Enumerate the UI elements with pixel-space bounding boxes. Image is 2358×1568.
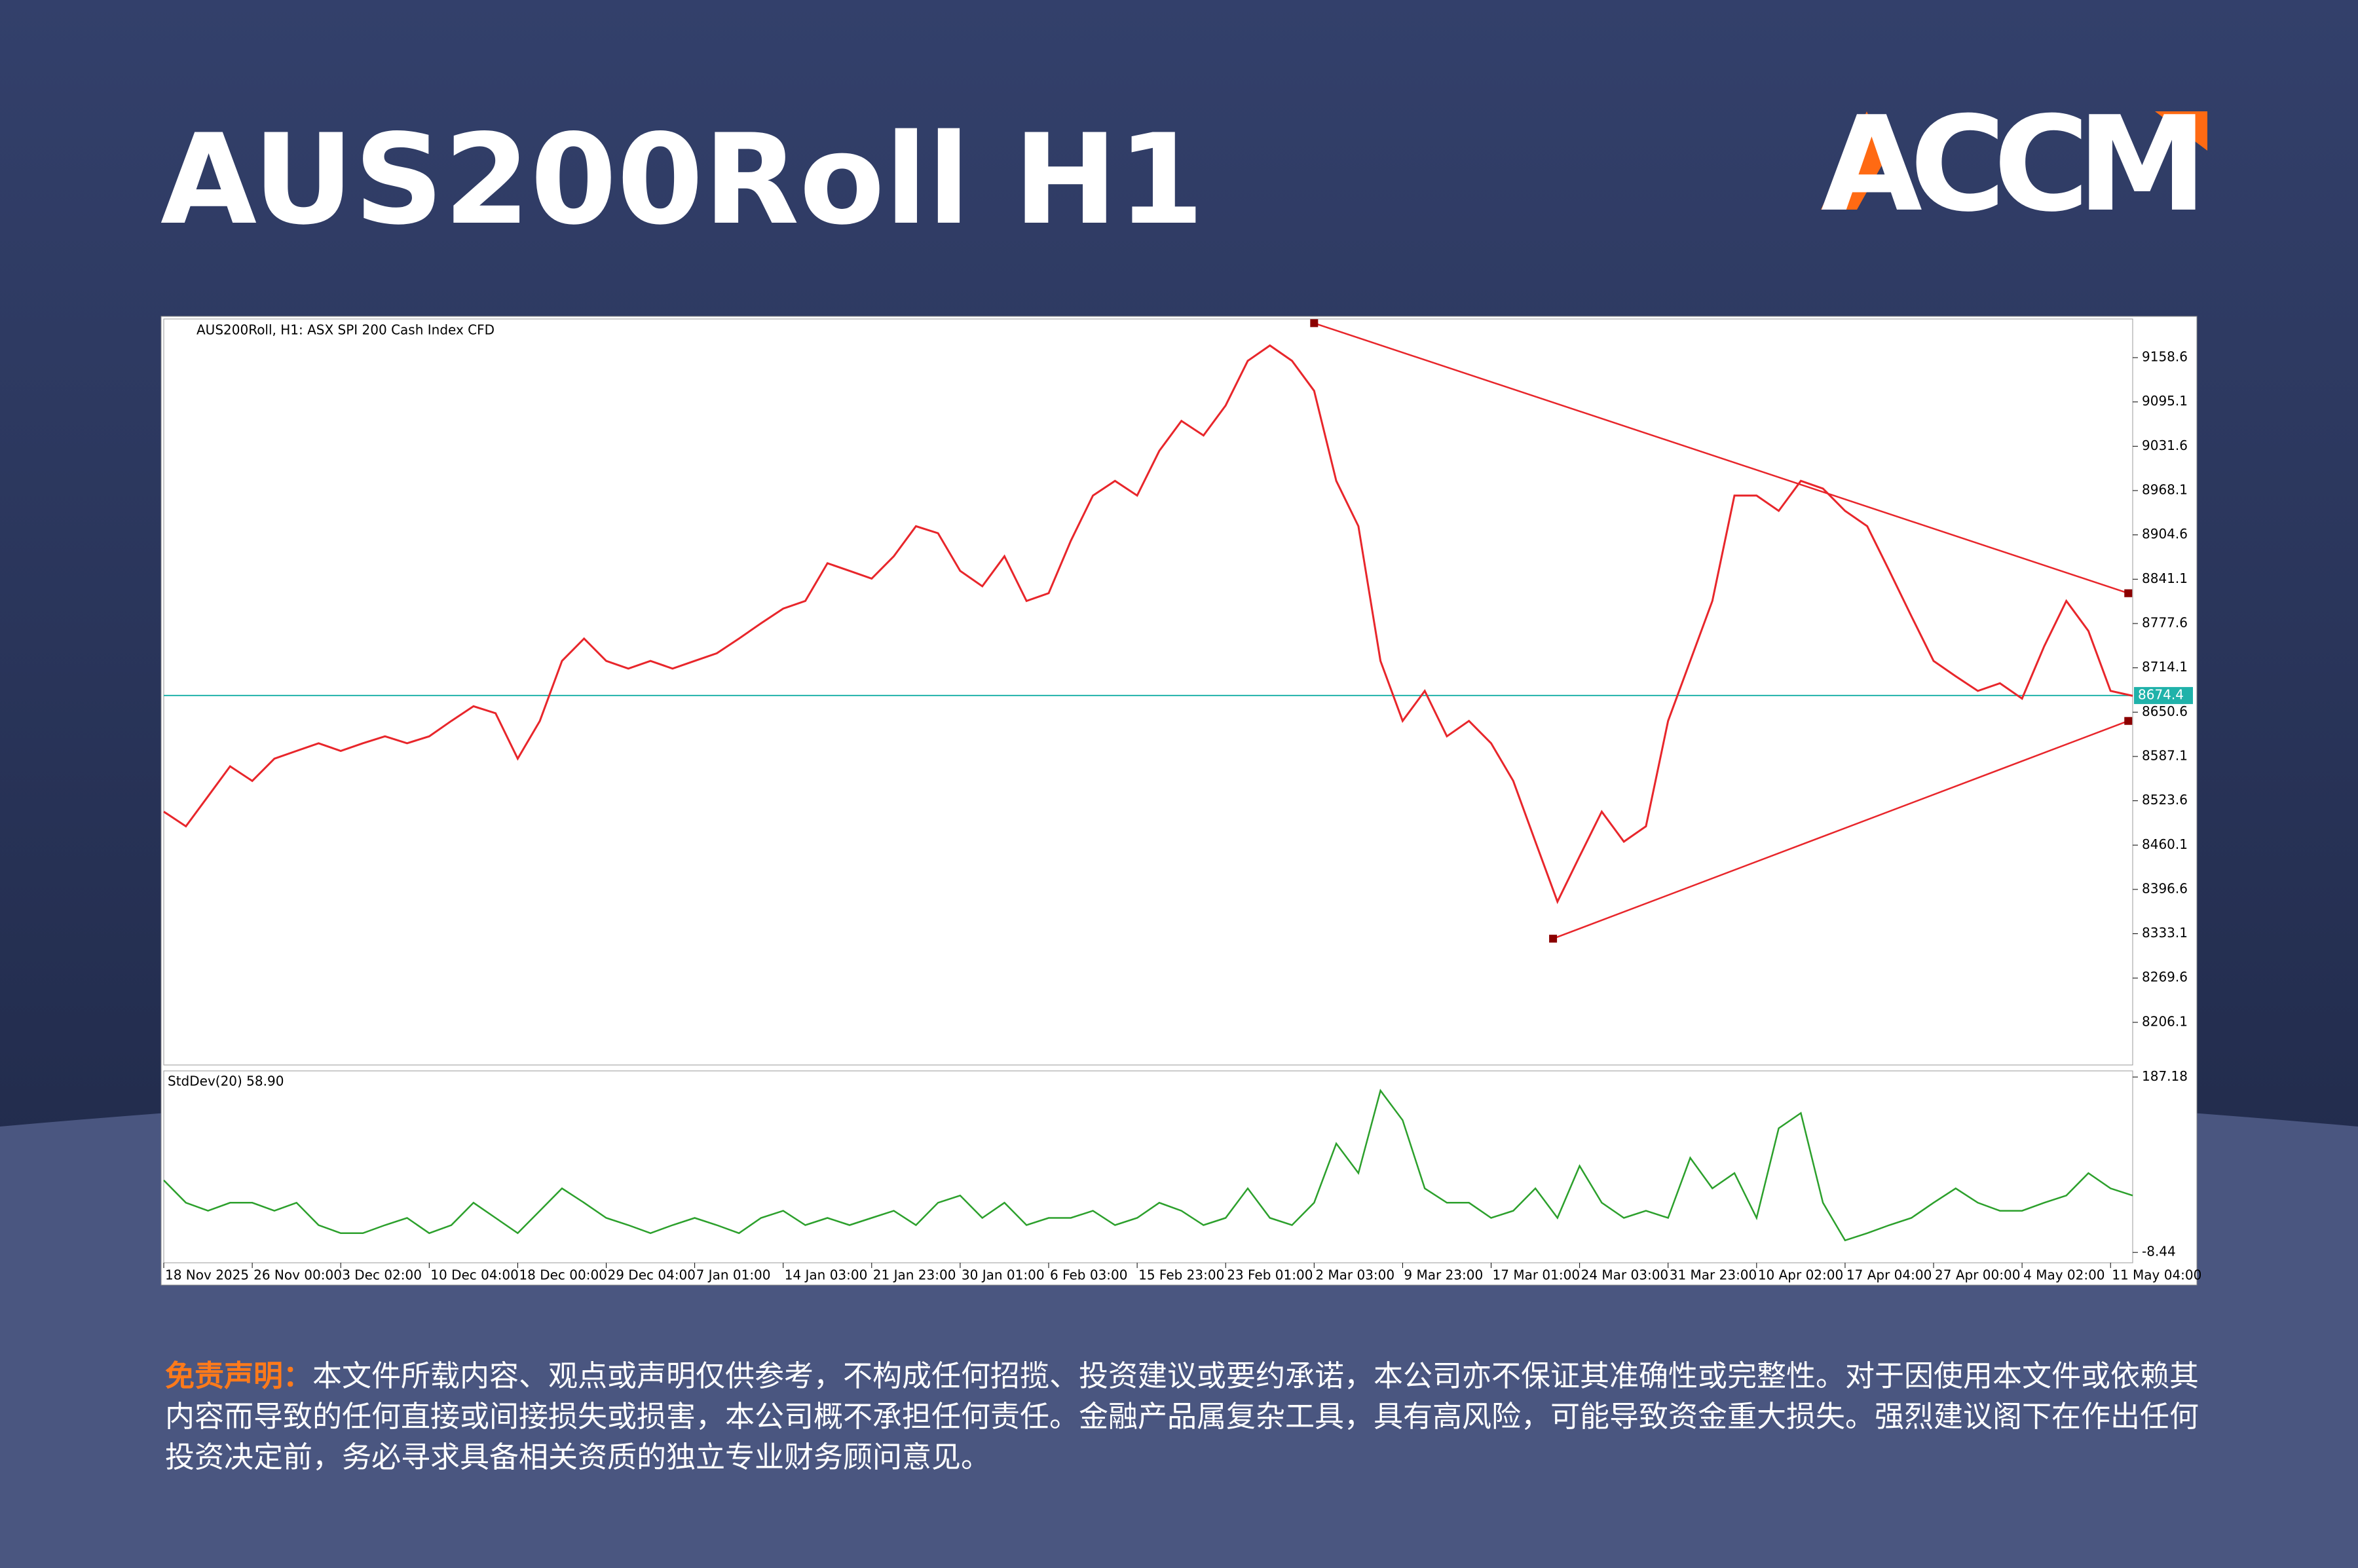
x-tick-label: 10 Apr 02:00: [1758, 1267, 1843, 1283]
x-tick-label: 14 Jan 03:00: [785, 1267, 868, 1283]
y-tick-label: 8206.1: [2142, 1013, 2188, 1029]
trendline: [1313, 322, 2129, 594]
y-tick-label: 8460.1: [2142, 836, 2188, 852]
y-tick-label: 8714.1: [2142, 659, 2188, 675]
y-tick-label: 8523.6: [2142, 792, 2188, 808]
x-tick-label: 26 Nov 00:00: [253, 1267, 342, 1283]
x-tick-label: 29 Dec 04:00: [608, 1267, 696, 1283]
trendline-anchor: [2124, 717, 2133, 725]
disclaimer-text: 本文件所载内容、观点或声明仅供参考，不构成任何招揽、投资建议或要约承诺，本公司亦…: [165, 1358, 2199, 1474]
disclaimer-heading: 免责声明：: [165, 1358, 313, 1393]
indicator-label: StdDev(20) 58.90: [168, 1073, 284, 1089]
indicator-line: [163, 1089, 2133, 1242]
y-tick-label: 8396.6: [2142, 880, 2188, 896]
trendline-anchor: [2124, 589, 2133, 597]
logo-accent: [1821, 111, 1886, 210]
x-tick-label: 11 May 04:00: [2112, 1267, 2201, 1283]
y-tick-label: 8904.6: [2142, 526, 2188, 542]
y-tick-label: 8968.1: [2142, 482, 2188, 498]
x-tick-label: 3 Dec 02:00: [342, 1267, 422, 1283]
x-tick-label: 30 Jan 01:00: [962, 1267, 1045, 1283]
y-tick-label: -8.44: [2142, 1244, 2176, 1260]
x-tick-label: 7 Jan 01:00: [696, 1267, 771, 1283]
x-tick-label: 21 Jan 23:00: [873, 1267, 956, 1283]
disclaimer: 免责声明：本文件所载内容、观点或声明仅供参考，不构成任何招揽、投资建议或要约承诺…: [165, 1356, 2202, 1478]
y-tick-label: 9158.6: [2142, 349, 2188, 365]
price-line: [163, 344, 2133, 905]
price-pane: [163, 318, 2133, 1066]
y-tick-label: 8587.1: [2142, 747, 2188, 763]
trendline-anchor: [1310, 319, 1319, 327]
x-tick-label: 6 Feb 03:00: [1050, 1267, 1128, 1283]
x-tick-label: 18 Nov 2025: [165, 1267, 249, 1283]
current-price-box: [2134, 686, 2193, 704]
logo-accent: [2155, 111, 2207, 151]
current-price-label: 8674.4: [2138, 686, 2184, 702]
indicator-pane: [163, 1070, 2133, 1263]
chart-header: AUS200Roll, H1: ASX SPI 200 Cash Index C…: [196, 322, 495, 338]
x-tick-label: 27 Apr 00:00: [1935, 1267, 2020, 1283]
x-tick-label: 15 Feb 23:00: [1138, 1267, 1224, 1283]
y-tick-label: 8841.1: [2142, 570, 2188, 586]
x-tick-label: 24 Mar 03:00: [1581, 1267, 1669, 1283]
trendline: [1552, 720, 2129, 940]
x-tick-label: 17 Apr 04:00: [1846, 1267, 1932, 1283]
y-tick-label: 8777.6: [2142, 614, 2188, 630]
x-tick-label: 2 Mar 03:00: [1315, 1267, 1394, 1283]
brand-logo: ACCM: [1821, 88, 2207, 241]
y-tick-label: 187.18: [2142, 1068, 2188, 1084]
x-tick-label: 18 Dec 00:00: [519, 1267, 607, 1283]
chart-frame: [160, 316, 2198, 1286]
x-tick-label: 9 Mar 23:00: [1404, 1267, 1483, 1283]
y-tick-label: 8650.6: [2142, 703, 2188, 719]
x-tick-label: 17 Mar 01:00: [1493, 1267, 1581, 1283]
page-title: AUS200Roll H1: [160, 107, 1204, 252]
y-tick-label: 8333.1: [2142, 925, 2188, 941]
y-tick-label: 9095.1: [2142, 393, 2188, 409]
x-tick-label: 23 Feb 01:00: [1227, 1267, 1313, 1283]
y-tick-label: 9031.6: [2142, 438, 2188, 453]
x-tick-label: 10 Dec 04:00: [430, 1267, 519, 1283]
x-tick-label: 4 May 02:00: [2023, 1267, 2105, 1283]
y-tick-label: 8269.6: [2142, 969, 2188, 985]
x-tick-label: 31 Mar 23:00: [1670, 1267, 1757, 1283]
plot: 9158.6 9095.1 9031.6 8968.1 8904.6 8841.1 8777…: [163, 318, 2201, 1283]
trendline-anchor: [1549, 935, 1558, 943]
